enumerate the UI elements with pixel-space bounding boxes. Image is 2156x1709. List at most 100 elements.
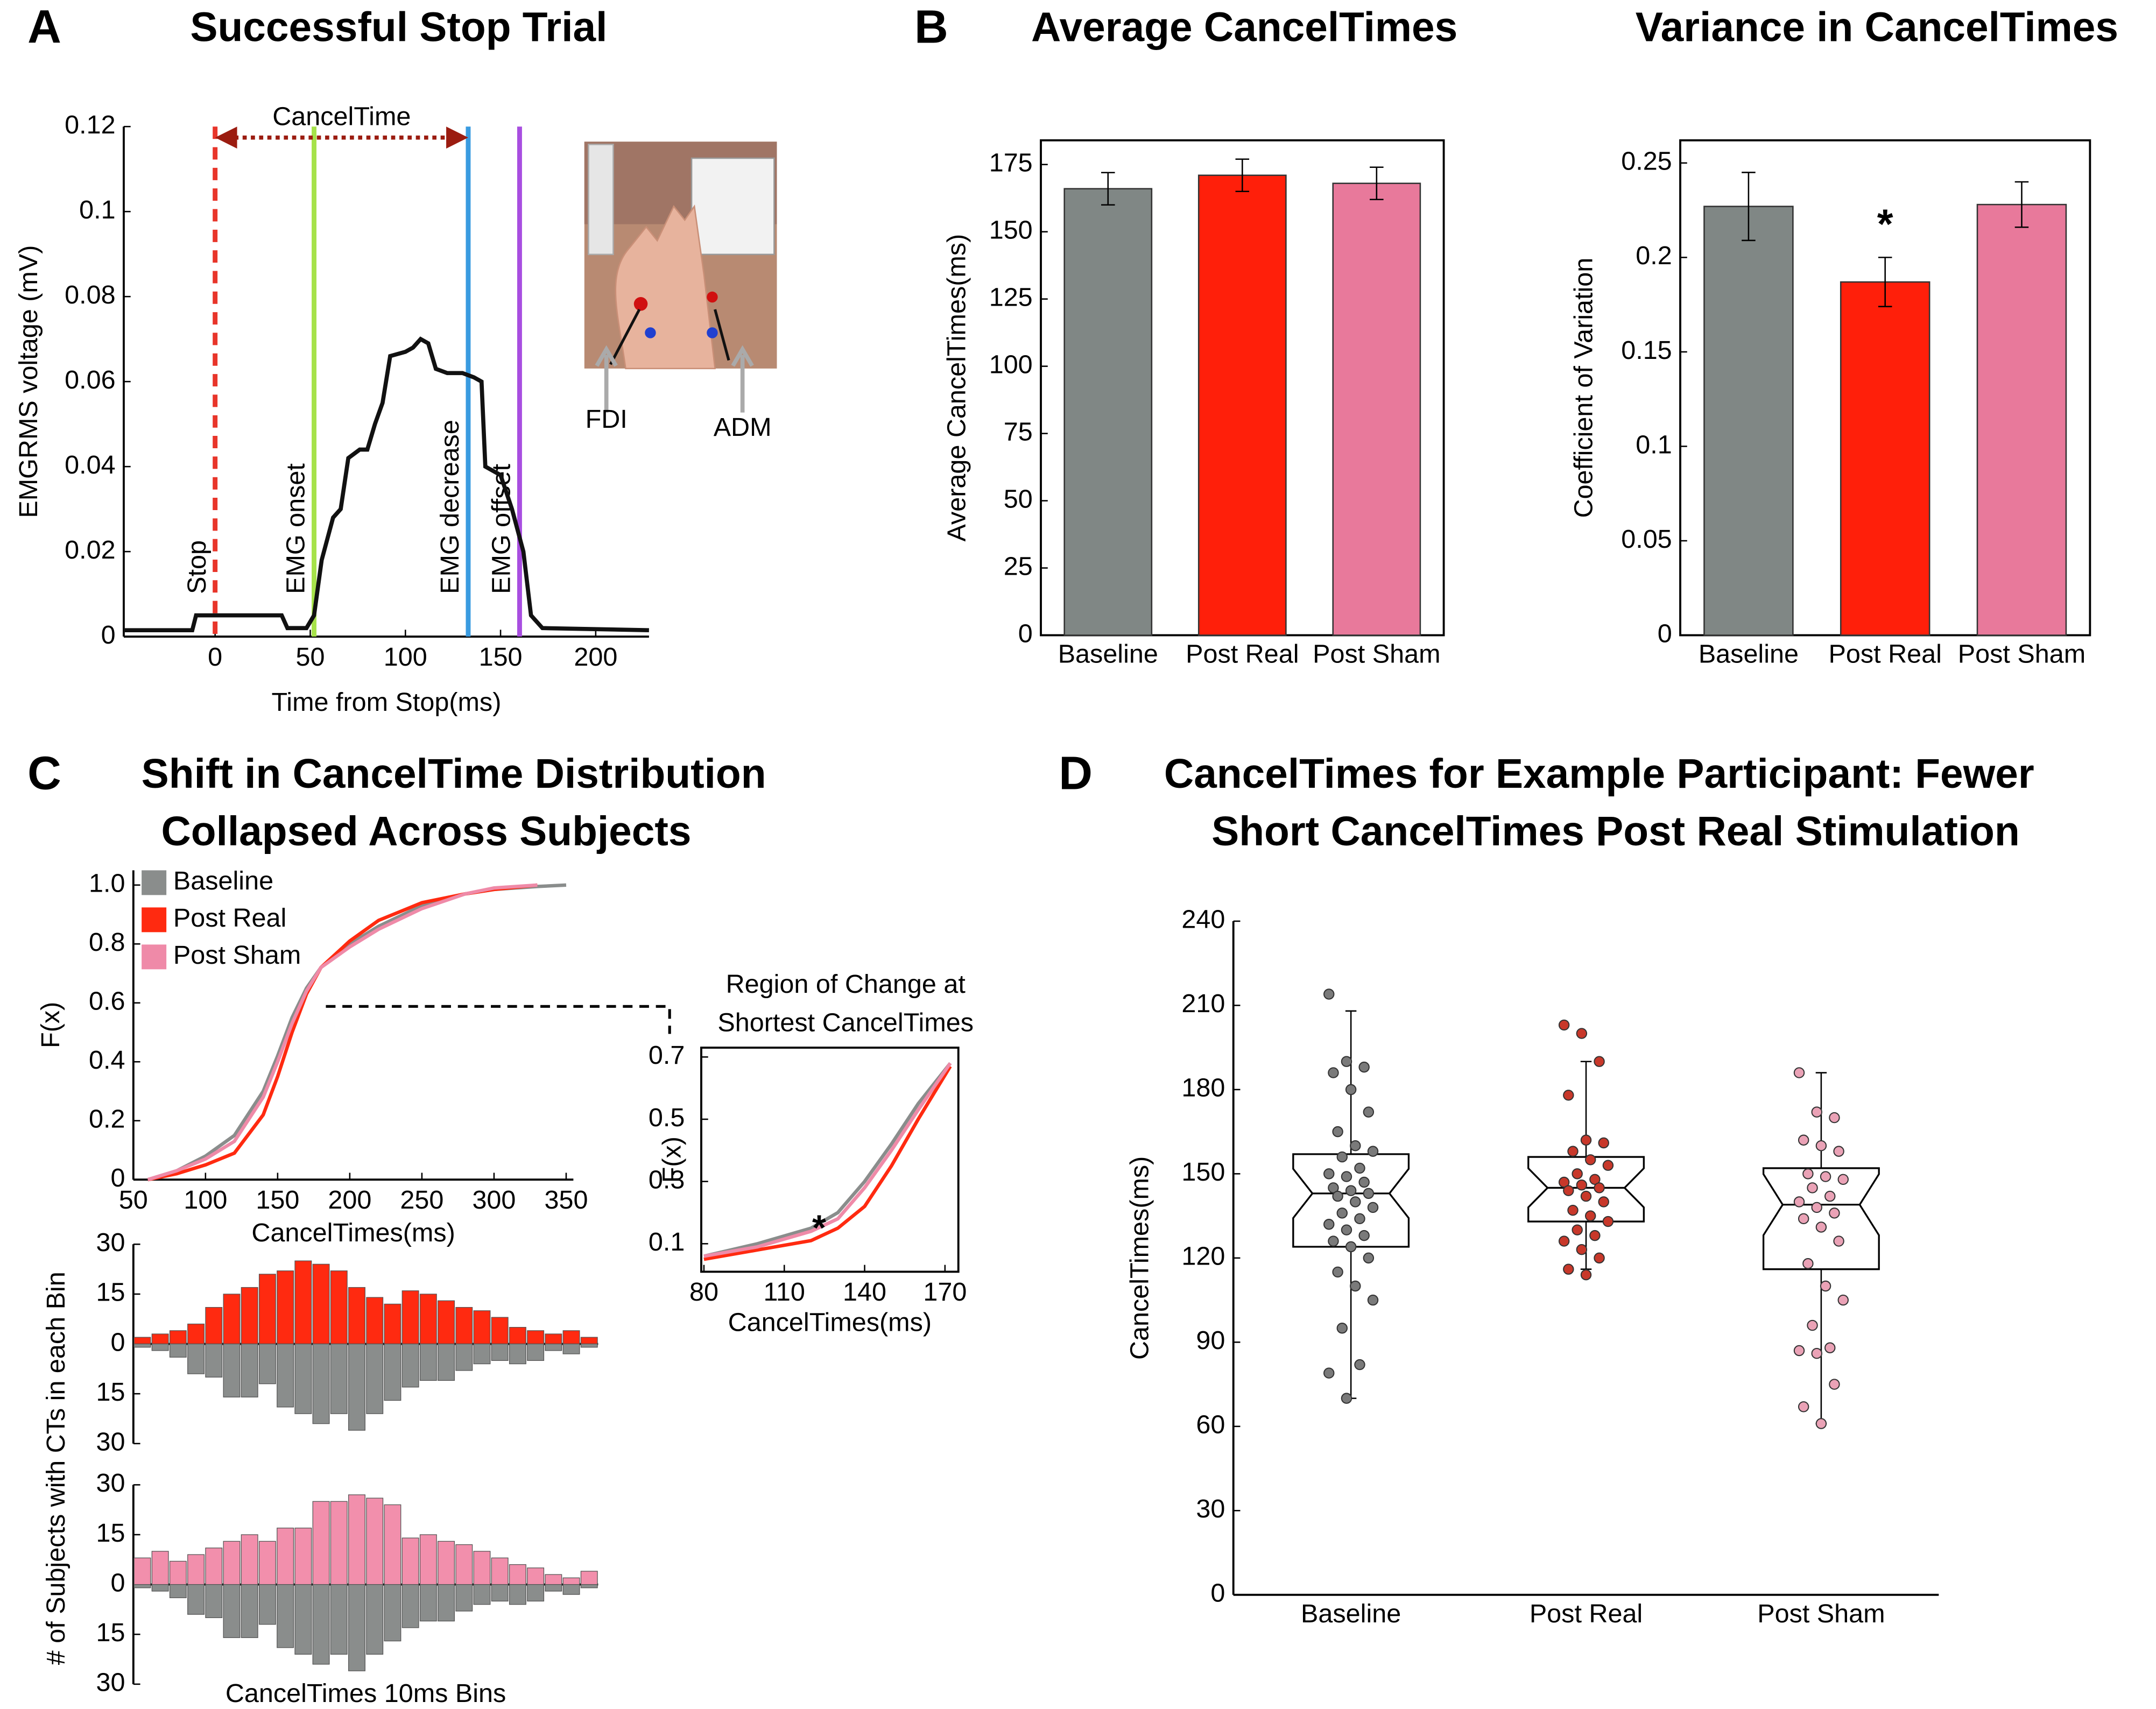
data-point	[1584, 1210, 1596, 1221]
histogram-bar	[473, 1551, 491, 1585]
data-point	[1328, 1235, 1339, 1247]
chart-title: CancelTimes for Example Participant: Few…	[1164, 751, 2034, 797]
histogram-bar	[562, 1343, 580, 1354]
histogram-bar	[545, 1343, 562, 1351]
histogram-bar	[509, 1564, 526, 1585]
data-point	[1829, 1112, 1840, 1124]
histogram-bar	[133, 1584, 151, 1588]
histogram-bar	[545, 1574, 562, 1585]
histogram-bar	[401, 1537, 419, 1585]
data-point	[1811, 1202, 1822, 1213]
line-series	[703, 1065, 952, 1261]
box	[1762, 1167, 1880, 1270]
error-bar	[1101, 172, 1115, 206]
histogram-bar	[438, 1584, 455, 1622]
data-point	[1798, 1213, 1809, 1225]
histogram-bar	[580, 1337, 598, 1345]
x-tick-label: Post Sham	[1757, 1599, 1885, 1628]
x-tick-label: 100	[384, 642, 427, 672]
y-tick-label: 75	[1004, 417, 1033, 446]
zoom-connector	[326, 1005, 671, 1034]
error-bar	[1370, 166, 1384, 201]
histogram-bar	[348, 1287, 365, 1345]
data-point	[1341, 1171, 1352, 1182]
line-series	[703, 1062, 952, 1258]
histogram-bar	[151, 1333, 169, 1345]
data-point	[1363, 1188, 1375, 1199]
data-point	[1323, 988, 1335, 1000]
chart-title: Successful Stop Trial	[190, 5, 607, 51]
histogram-bar	[366, 1297, 384, 1345]
data-point	[1363, 1252, 1375, 1264]
hand-illustration	[584, 142, 777, 413]
y-tick-label: 15	[96, 1278, 125, 1307]
y-axis-label: F(x)	[658, 1136, 687, 1183]
x-tick-label: Post Real	[1186, 640, 1299, 669]
x-tick-label: 350	[544, 1185, 588, 1214]
histogram-bar	[241, 1343, 258, 1397]
data-point	[1833, 1146, 1844, 1157]
data-point	[1815, 1418, 1827, 1429]
data-point	[1323, 1219, 1335, 1230]
line-series	[123, 336, 649, 633]
histogram-bar	[509, 1343, 526, 1365]
y-tick-label: 150	[1181, 1157, 1225, 1187]
data-point	[1358, 1061, 1370, 1073]
y-tick-label: 15	[96, 1378, 125, 1407]
histogram-bar	[205, 1307, 223, 1345]
histogram-bar	[258, 1541, 276, 1585]
data-point	[1829, 1207, 1840, 1219]
data-point	[1807, 1182, 1818, 1194]
y-tick-label: 0.1	[649, 1227, 685, 1256]
histogram-bar	[205, 1548, 223, 1585]
x-tick-label: 80	[689, 1277, 718, 1307]
histogram-bar	[419, 1584, 437, 1622]
y-tick-label: 0	[110, 1163, 125, 1192]
x-tick-label: Post Sham	[1958, 640, 2085, 669]
histogram-bar	[223, 1343, 241, 1397]
y-tick-label: 0.12	[65, 110, 115, 139]
legend-label: Baseline	[173, 866, 273, 895]
histogram-bar	[401, 1343, 419, 1388]
data-point	[1594, 1182, 1605, 1194]
y-tick-label: 120	[1181, 1242, 1225, 1271]
data-point	[1815, 1140, 1827, 1152]
plot-frame	[700, 1047, 960, 1273]
x-tick-label: 100	[184, 1185, 227, 1214]
data-point	[1341, 1393, 1352, 1404]
histogram-bar	[545, 1333, 562, 1345]
histogram-bar	[348, 1584, 365, 1671]
error-bar	[1742, 172, 1756, 242]
bar	[1703, 206, 1794, 636]
histogram-bar	[187, 1554, 205, 1585]
y-tick-label: 15	[96, 1519, 125, 1548]
chart-title: Collapsed Across Subjects	[161, 809, 691, 855]
data-point	[1558, 1176, 1570, 1188]
x-tick-label: Baseline	[1301, 1599, 1401, 1628]
histogram-bar	[223, 1541, 241, 1585]
histogram-bar	[205, 1343, 223, 1378]
x-tick-label: 150	[479, 642, 523, 672]
chart-title: Region of Change at	[726, 970, 966, 999]
data-point	[1598, 1137, 1609, 1149]
histogram-bar	[366, 1343, 384, 1414]
annotation: *	[812, 1208, 826, 1248]
x-tick-label: Baseline	[1699, 640, 1799, 669]
y-tick-label: 90	[1196, 1326, 1225, 1355]
y-tick-label: 0	[101, 620, 116, 649]
bar	[1840, 281, 1930, 636]
histogram-bar	[419, 1294, 437, 1345]
data-point	[1350, 1196, 1361, 1207]
x-tick-label: 250	[400, 1185, 443, 1214]
data-point	[1367, 1202, 1379, 1213]
data-point	[1793, 1345, 1805, 1357]
y-tick-label: 30	[96, 1468, 125, 1498]
y-tick-label: 0.05	[1621, 525, 1672, 554]
histogram-bar	[562, 1577, 580, 1585]
bar	[1197, 174, 1287, 636]
span-label: CancelTime	[272, 102, 411, 131]
legend-swatch	[142, 870, 167, 895]
data-point	[1341, 1056, 1352, 1067]
